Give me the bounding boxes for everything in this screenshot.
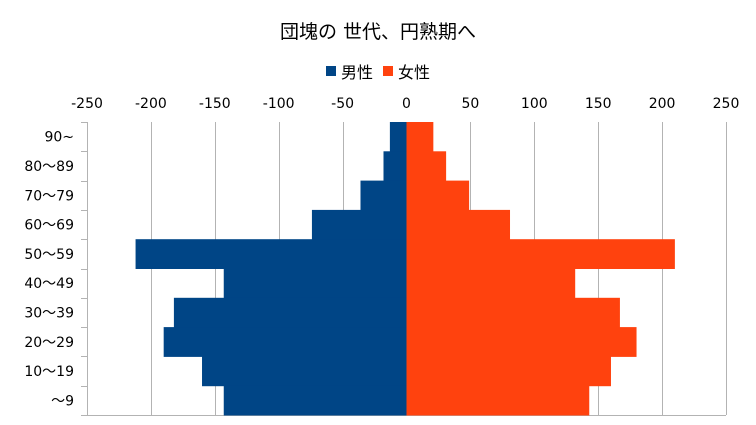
x-tick-label: 100 bbox=[521, 96, 548, 112]
legend-item-female: 女性 bbox=[383, 59, 430, 83]
x-tick-label: 150 bbox=[585, 96, 612, 112]
x-tick-label: -100 bbox=[263, 96, 295, 112]
legend-swatch-male bbox=[325, 66, 336, 76]
y-tick-label: 30～39 bbox=[24, 305, 74, 321]
bar-male bbox=[163, 327, 407, 357]
chart-title: 団塊の 世代、円熟期へ bbox=[279, 21, 477, 43]
x-tick-label: -50 bbox=[331, 96, 354, 112]
bar-male bbox=[223, 268, 407, 299]
x-tick-label: 50 bbox=[461, 96, 479, 112]
y-tick-label: 70～79 bbox=[24, 188, 74, 204]
bar-female bbox=[406, 268, 576, 299]
bar-male bbox=[202, 356, 407, 387]
y-tick-label: 60～69 bbox=[24, 218, 74, 234]
bar-female bbox=[406, 180, 470, 211]
bar-female bbox=[406, 122, 434, 152]
legend-item-male: 男性 bbox=[325, 59, 373, 83]
y-tick-label: 20～29 bbox=[24, 335, 74, 351]
bar-male bbox=[173, 297, 407, 328]
legend-label-male: 男性 bbox=[340, 63, 373, 82]
bar-male bbox=[223, 385, 407, 416]
bar-female bbox=[406, 239, 675, 269]
x-tick-label: 250 bbox=[713, 96, 740, 112]
bar-male bbox=[360, 180, 407, 211]
x-tick-label: 200 bbox=[649, 96, 676, 112]
bar-female bbox=[406, 209, 511, 240]
bar-male bbox=[135, 239, 407, 269]
bar-male bbox=[383, 151, 407, 182]
y-tick-label: 10～19 bbox=[24, 364, 74, 380]
x-tick-label: -200 bbox=[135, 96, 167, 112]
y-tick-label: 50～59 bbox=[24, 247, 74, 263]
y-tick-label: 40～49 bbox=[24, 276, 74, 292]
y-tick-label: 90~ bbox=[44, 130, 74, 146]
x-tick-label: -150 bbox=[199, 96, 231, 112]
bar-female bbox=[406, 385, 590, 416]
bar-female bbox=[406, 356, 611, 387]
bar-male bbox=[389, 122, 407, 152]
x-tick-label: 0 bbox=[402, 96, 411, 112]
x-tick-label: -250 bbox=[71, 96, 103, 112]
y-tick-label: ～9 bbox=[51, 393, 74, 409]
bar-male bbox=[311, 209, 407, 240]
legend: 男性 女性 bbox=[0, 59, 756, 83]
legend-swatch-female bbox=[383, 66, 393, 76]
bar-female bbox=[406, 327, 637, 357]
legend-label-female: 女性 bbox=[398, 63, 431, 82]
y-tick-label: 80～89 bbox=[24, 159, 74, 175]
bar-female bbox=[406, 151, 447, 182]
bar-female bbox=[406, 297, 620, 328]
